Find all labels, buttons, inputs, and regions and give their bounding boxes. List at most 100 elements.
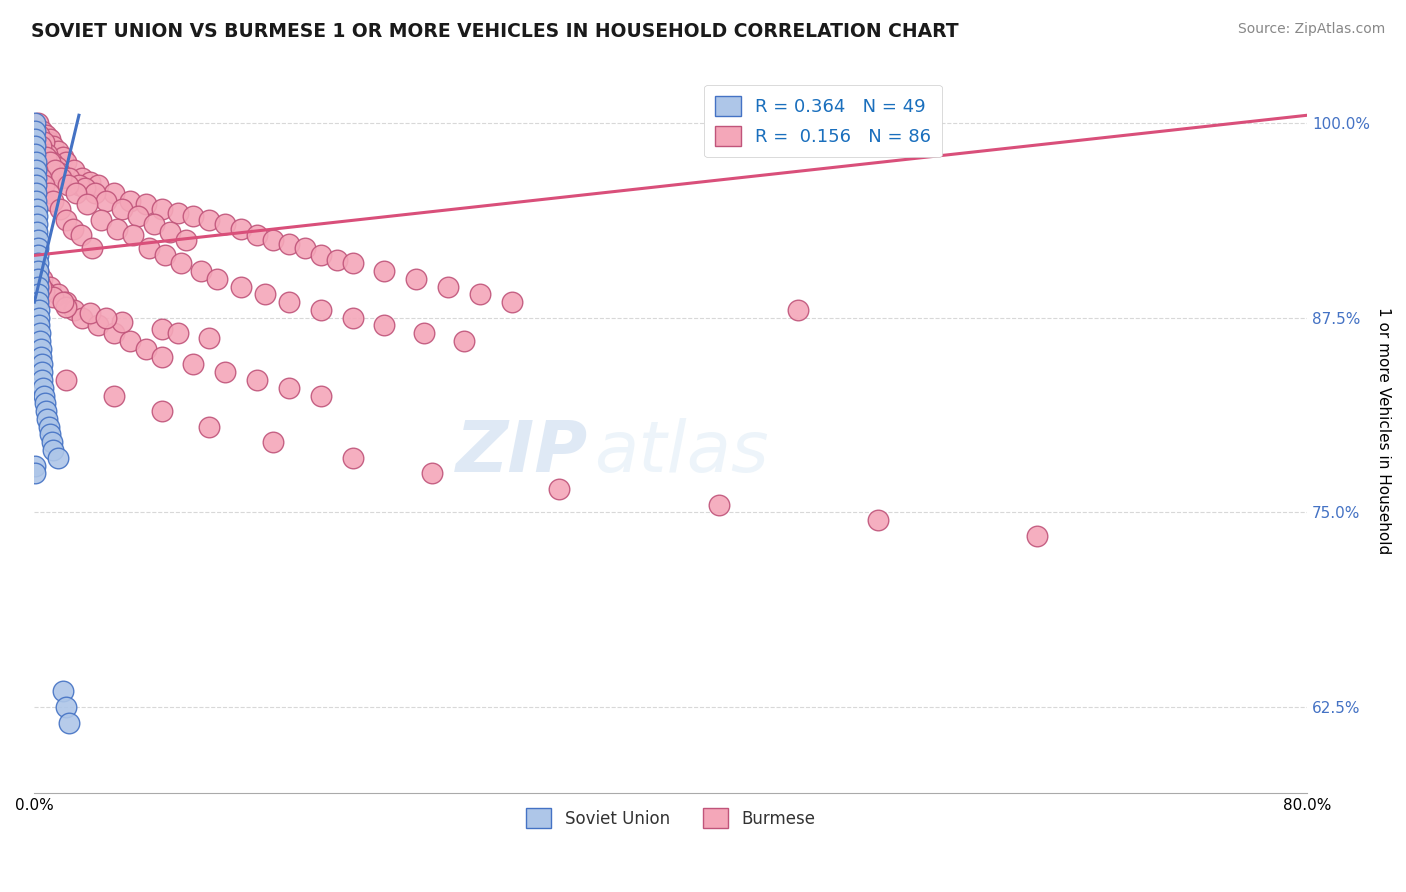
Point — [246, 228, 269, 243]
Point — [231, 222, 253, 236]
Legend: Soviet Union, Burmese: Soviet Union, Burmese — [520, 801, 823, 835]
Point — [214, 217, 236, 231]
Point — [55, 295, 77, 310]
Point — [87, 318, 110, 333]
Text: atlas: atlas — [595, 417, 769, 487]
Point — [55, 300, 77, 314]
Point — [24, 147, 46, 161]
Point — [707, 498, 730, 512]
Point — [55, 212, 77, 227]
Point — [190, 264, 212, 278]
Y-axis label: 1 or more Vehicles in Household: 1 or more Vehicles in Household — [1376, 307, 1391, 554]
Point — [94, 310, 117, 325]
Point — [37, 412, 59, 426]
Point — [94, 194, 117, 208]
Point — [214, 365, 236, 379]
Point — [1025, 529, 1047, 543]
Point — [79, 306, 101, 320]
Point — [63, 302, 86, 317]
Point — [142, 217, 165, 231]
Point — [25, 178, 48, 193]
Point — [135, 197, 157, 211]
Text: SOVIET UNION VS BURMESE 1 OR MORE VEHICLES IN HOUSEHOLD CORRELATION CHART: SOVIET UNION VS BURMESE 1 OR MORE VEHICL… — [31, 22, 959, 41]
Point — [24, 458, 46, 473]
Point — [55, 155, 77, 169]
Point — [25, 155, 48, 169]
Point — [111, 315, 134, 329]
Point — [278, 237, 301, 252]
Point — [103, 388, 125, 402]
Point — [262, 435, 284, 450]
Point — [138, 241, 160, 255]
Point — [198, 331, 221, 345]
Point — [31, 373, 53, 387]
Point — [42, 443, 65, 458]
Point — [44, 162, 66, 177]
Point — [42, 290, 65, 304]
Point — [42, 139, 65, 153]
Point — [80, 241, 103, 255]
Point — [31, 358, 53, 372]
Point — [46, 144, 69, 158]
Point — [49, 202, 72, 216]
Point — [413, 326, 436, 341]
Point — [27, 264, 49, 278]
Point — [27, 287, 49, 301]
Point — [67, 178, 90, 193]
Point — [38, 419, 60, 434]
Point — [51, 170, 73, 185]
Point — [325, 253, 347, 268]
Point — [25, 202, 48, 216]
Point — [39, 279, 62, 293]
Point — [453, 334, 475, 348]
Point — [27, 241, 49, 255]
Point — [24, 467, 46, 481]
Point — [27, 295, 49, 310]
Point — [309, 248, 332, 262]
Point — [548, 482, 571, 496]
Point — [183, 358, 205, 372]
Point — [34, 396, 56, 410]
Point — [27, 264, 49, 278]
Point — [27, 279, 49, 293]
Point — [27, 116, 49, 130]
Point — [42, 194, 65, 208]
Point — [52, 150, 75, 164]
Point — [25, 210, 48, 224]
Point — [63, 162, 86, 177]
Point — [79, 175, 101, 189]
Point — [254, 287, 277, 301]
Point — [25, 170, 48, 185]
Point — [24, 139, 46, 153]
Point — [127, 210, 149, 224]
Point — [25, 162, 48, 177]
Point — [45, 160, 67, 174]
Point — [28, 334, 51, 348]
Point — [135, 342, 157, 356]
Point — [159, 225, 181, 239]
Point — [28, 128, 51, 143]
Point — [25, 225, 48, 239]
Point — [31, 272, 53, 286]
Point — [118, 334, 141, 348]
Point — [30, 342, 52, 356]
Point — [30, 139, 52, 153]
Point — [27, 272, 49, 286]
Point — [24, 131, 46, 145]
Point — [174, 233, 197, 247]
Point — [27, 233, 49, 247]
Point — [231, 279, 253, 293]
Point — [32, 178, 55, 193]
Point — [342, 450, 364, 465]
Point — [309, 302, 332, 317]
Point — [27, 256, 49, 270]
Point — [24, 124, 46, 138]
Point — [166, 206, 188, 220]
Point — [75, 181, 97, 195]
Point — [150, 321, 173, 335]
Point — [28, 310, 51, 325]
Point — [118, 194, 141, 208]
Point — [25, 162, 48, 177]
Point — [278, 295, 301, 310]
Point — [90, 212, 112, 227]
